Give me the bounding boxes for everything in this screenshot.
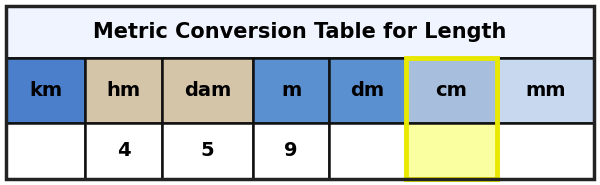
Text: Metric Conversion Table for Length: Metric Conversion Table for Length [94, 22, 506, 42]
Bar [6, 58, 85, 123]
Bar [329, 58, 406, 123]
Text: hm: hm [107, 81, 140, 100]
Text: 5: 5 [200, 142, 214, 161]
Bar [162, 58, 253, 123]
Text: km: km [29, 81, 62, 100]
Bar [406, 58, 497, 179]
Text: m: m [281, 81, 301, 100]
Text: mm: mm [525, 81, 566, 100]
Text: 9: 9 [284, 142, 298, 161]
Bar [329, 123, 406, 179]
Bar [497, 123, 594, 179]
Bar [162, 123, 253, 179]
Text: 4: 4 [117, 142, 130, 161]
Bar [406, 58, 497, 123]
Text: dm: dm [350, 81, 385, 100]
Bar [253, 58, 329, 123]
Bar [6, 123, 85, 179]
Text: cm: cm [436, 81, 467, 100]
Bar [253, 123, 329, 179]
Bar [406, 123, 497, 179]
Bar [6, 6, 594, 58]
Bar [85, 58, 162, 123]
Text: dam: dam [184, 81, 231, 100]
Bar [85, 123, 162, 179]
Bar [497, 58, 594, 123]
